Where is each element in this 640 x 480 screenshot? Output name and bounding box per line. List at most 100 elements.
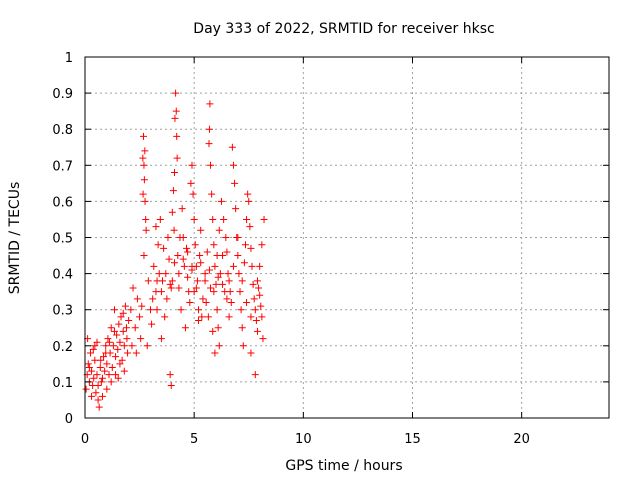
data-point — [103, 385, 111, 393]
data-point — [85, 363, 93, 371]
data-point — [201, 277, 209, 285]
data-point — [95, 403, 103, 411]
data-point — [140, 252, 148, 260]
data-point — [96, 363, 104, 371]
y-tick-label: 0 — [65, 412, 73, 427]
axis-ticks: 00.10.20.30.40.50.60.70.80.910 5 10 15 20 — [52, 51, 609, 447]
data-point — [118, 356, 126, 364]
data-point — [240, 259, 248, 267]
y-axis-label: SRMTID / TECUs — [7, 182, 23, 295]
data-point — [166, 280, 174, 288]
data-point — [88, 367, 96, 375]
data-point — [154, 241, 162, 249]
x-tick-label: 0 — [81, 432, 89, 447]
data-point — [129, 284, 137, 292]
data-point — [195, 317, 203, 325]
x-tick-label: 10 — [295, 432, 312, 447]
data-point — [186, 298, 194, 306]
data-point — [241, 241, 249, 249]
data-point — [243, 298, 251, 306]
data-point — [251, 371, 259, 379]
data-point — [120, 367, 128, 375]
data-point — [140, 176, 148, 184]
data-point — [136, 313, 144, 321]
data-point — [208, 190, 216, 198]
data-point — [132, 349, 140, 357]
data-point — [178, 205, 186, 213]
data-point — [214, 324, 222, 332]
data-point — [140, 161, 148, 169]
data-point — [235, 270, 243, 278]
data-point — [220, 215, 228, 223]
data-point — [213, 306, 221, 314]
y-tick-label: 0.1 — [52, 376, 73, 391]
data-point — [179, 255, 187, 263]
data-point — [122, 324, 130, 332]
data-point — [247, 313, 255, 321]
grid-lines — [85, 57, 609, 418]
data-point — [234, 252, 242, 260]
data-point — [237, 306, 245, 314]
data-point — [112, 371, 120, 379]
data-point — [91, 356, 99, 364]
y-tick-label: 0.6 — [52, 195, 73, 210]
data-point — [156, 215, 164, 223]
data-point — [119, 327, 127, 335]
data-point — [141, 147, 149, 155]
data-point — [252, 317, 260, 325]
data-point — [239, 342, 247, 350]
data-point — [113, 331, 121, 339]
data-point — [197, 259, 205, 267]
data-point — [173, 132, 181, 140]
data-point — [216, 270, 224, 278]
data-point — [86, 349, 94, 357]
data-point — [110, 306, 118, 314]
data-point — [207, 284, 215, 292]
x-axis-label: GPS time / hours — [285, 458, 402, 474]
data-point — [163, 295, 171, 303]
y-tick-label: 1 — [65, 51, 73, 66]
x-tick-label: 20 — [513, 432, 530, 447]
data-point — [198, 313, 206, 321]
data-point — [171, 259, 179, 267]
data-point — [174, 252, 182, 260]
data-point — [228, 143, 236, 151]
data-point — [110, 327, 118, 335]
data-point — [90, 374, 98, 382]
data-point — [157, 288, 165, 296]
data-point — [203, 248, 211, 256]
data-point — [102, 349, 110, 357]
data-point — [105, 371, 113, 379]
data-point — [168, 208, 176, 216]
data-point — [211, 349, 219, 357]
data-point — [196, 252, 204, 260]
data-point — [137, 335, 145, 343]
data-point — [258, 241, 266, 249]
data-point — [183, 244, 191, 252]
data-point — [256, 291, 264, 299]
data-point — [148, 320, 156, 328]
data-point — [202, 298, 210, 306]
data-point — [255, 284, 263, 292]
data-point — [187, 179, 195, 187]
data-point — [157, 335, 165, 343]
y-tick-label: 0.7 — [52, 159, 73, 174]
data-point — [211, 262, 219, 270]
data-point — [114, 345, 122, 353]
data-point — [108, 363, 116, 371]
data-point — [112, 353, 120, 361]
data-point — [169, 187, 177, 195]
data-point — [147, 306, 154, 314]
data-point — [223, 248, 231, 256]
data-point — [131, 324, 139, 332]
data-point — [193, 277, 201, 285]
data-point — [171, 114, 179, 122]
data-point — [98, 392, 106, 400]
data-point — [114, 374, 122, 382]
data-point — [150, 262, 158, 270]
data-point — [119, 309, 127, 317]
data-point — [231, 179, 239, 187]
data-point — [89, 345, 97, 353]
data-point — [124, 349, 132, 357]
data-point — [206, 100, 214, 108]
